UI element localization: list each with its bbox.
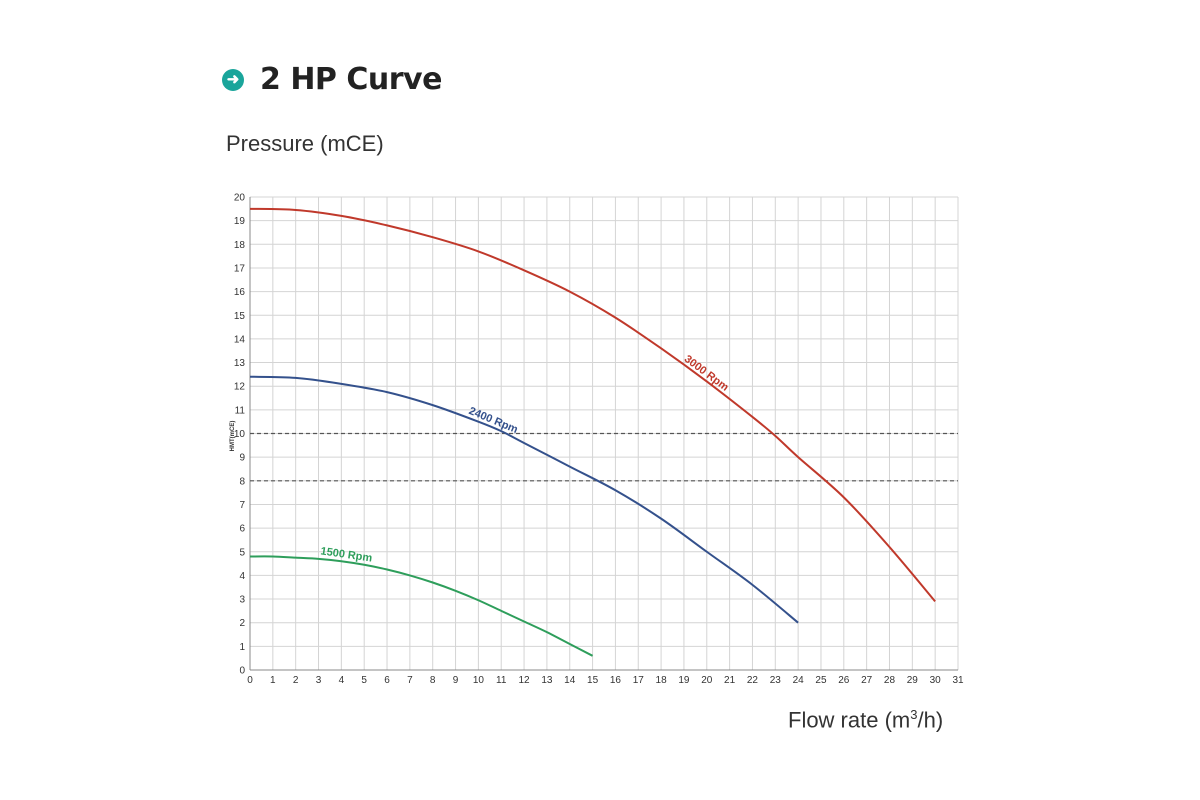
x-axis-label: Flow rate (m3/h) [788, 707, 943, 733]
x-tick-label: 4 [339, 675, 345, 686]
y-tick-label: 4 [239, 571, 245, 582]
x-tick-label: 21 [724, 675, 736, 686]
arrow-right-circle-icon: ➜ [222, 68, 244, 91]
x-tick-label: 13 [541, 675, 553, 686]
y-tick-label: 6 [239, 524, 245, 535]
y-tick-label: 15 [234, 311, 246, 322]
x-tick-label: 5 [361, 675, 367, 686]
x-tick-label: 24 [793, 675, 805, 686]
x-tick-label: 11 [496, 675, 507, 686]
x-tick-label: 15 [587, 675, 599, 686]
x-tick-label: 7 [407, 675, 413, 686]
y-tick-label: 18 [234, 240, 246, 251]
x-tick-label: 14 [564, 675, 576, 686]
x-tick-label: 30 [930, 675, 942, 686]
x-axis-label-end: /h) [917, 707, 944, 733]
chart-title: 2 HP Curve [260, 62, 442, 97]
y-tick-label: 0 [239, 666, 245, 677]
x-tick-label: 19 [678, 675, 690, 686]
x-axis-label-main: Flow rate (m [788, 707, 911, 733]
x-tick-label: 12 [519, 675, 531, 686]
x-tick-label: 23 [770, 675, 782, 686]
x-tick-label: 18 [656, 675, 668, 686]
y-tick-label: 3 [239, 595, 245, 606]
x-tick-label: 28 [884, 675, 896, 686]
y-tick-label: 19 [234, 216, 246, 227]
x-tick-label: 27 [861, 675, 873, 686]
series-line-2400-rpm [249, 375, 799, 624]
x-tick-label: 2 [293, 675, 299, 686]
x-tick-label: 10 [473, 675, 485, 686]
x-tick-label: 1 [270, 675, 276, 686]
x-tick-label: 8 [430, 675, 436, 686]
series-line-1500-rpm [249, 555, 594, 657]
x-tick-label: 29 [907, 675, 919, 686]
y-tick-label: 12 [234, 382, 246, 393]
y-tick-label: 2 [239, 618, 245, 629]
y-tick-label: 16 [234, 287, 246, 298]
y-tick-label: 11 [235, 405, 246, 416]
y-axis-small-label: HMT(mCE) [230, 421, 236, 452]
chart-series [249, 207, 936, 657]
x-axis-label-superscript: 3 [910, 707, 918, 722]
tick-labels: 0 1 2 3 4 5 6 7 8 9 10 11 12 13 14 15 16 17 18 19 20 21 22 23 24… [234, 193, 964, 687]
x-tick-label: 26 [838, 675, 850, 686]
x-tick-label: 20 [701, 675, 713, 686]
x-tick-label: 6 [384, 675, 390, 686]
chart-grid [249, 196, 959, 671]
reference-lines [250, 432, 958, 482]
y-tick-label: 9 [239, 453, 245, 464]
y-tick-label: 5 [239, 547, 245, 558]
series-line-3000-rpm [249, 207, 936, 603]
chart-header: ➜ 2 HP Curve [222, 62, 442, 97]
x-tick-label: 3 [316, 675, 322, 686]
y-axis-label: Pressure (mCE) [226, 131, 384, 156]
y-tick-label: 14 [234, 334, 246, 345]
x-tick-label: 31 [952, 675, 964, 686]
y-tick-label: 20 [234, 193, 246, 204]
x-tick-label: 17 [633, 675, 645, 686]
x-tick-label: 9 [453, 675, 459, 686]
y-tick-label: 17 [234, 263, 246, 274]
y-tick-label: 10 [234, 429, 246, 440]
x-tick-label: 0 [247, 675, 253, 686]
x-tick-label: 22 [747, 675, 759, 686]
x-tick-label: 16 [610, 675, 622, 686]
y-tick-label: 13 [234, 358, 246, 369]
y-tick-label: 7 [239, 500, 245, 511]
y-tick-label: 1 [239, 642, 245, 653]
y-tick-label: 8 [239, 476, 245, 487]
x-tick-label: 25 [815, 675, 827, 686]
